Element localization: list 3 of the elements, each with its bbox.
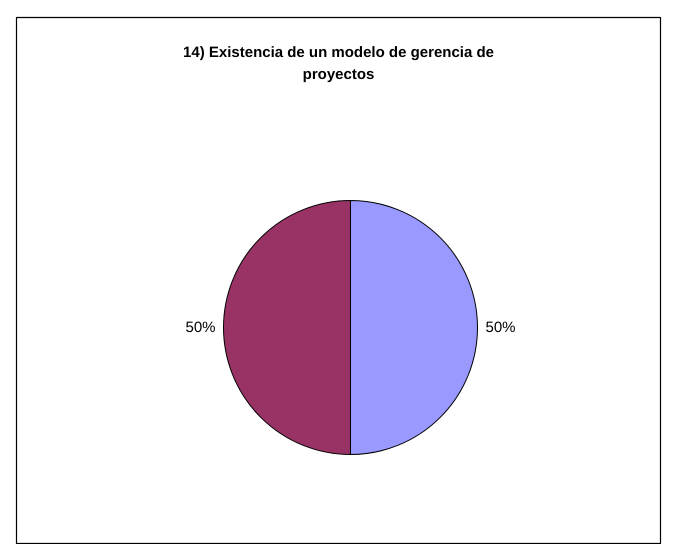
data-label: 50% (486, 319, 516, 336)
chart-title: 14) Existencia de un modelo de gerencia de proyectos (183, 44, 494, 83)
data-label: 50% (185, 319, 216, 336)
